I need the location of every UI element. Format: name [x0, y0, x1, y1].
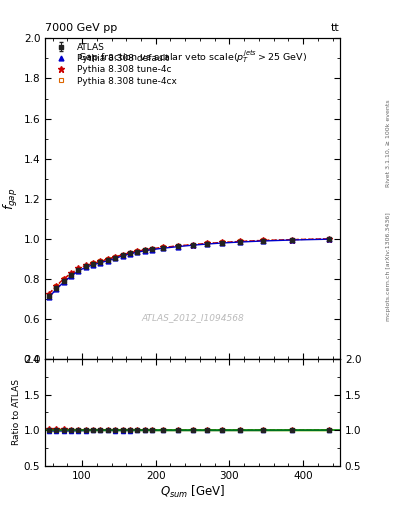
Pythia 8.308 tune-4cx [260, 238, 265, 244]
Pythia 8.308 tune-4cx [176, 243, 180, 249]
Text: 7000 GeV pp: 7000 GeV pp [45, 23, 118, 33]
Line: Pythia 8.308 tune-4cx: Pythia 8.308 tune-4cx [46, 237, 331, 297]
Pythia 8.308 tune-4c [220, 239, 224, 245]
Pythia 8.308 tune-4cx [150, 246, 154, 252]
Pythia 8.308 default [61, 279, 66, 285]
Pythia 8.308 default [128, 251, 132, 257]
Pythia 8.308 default [98, 260, 103, 266]
Pythia 8.308 tune-4cx [76, 266, 81, 272]
Pythia 8.308 tune-4c [327, 236, 331, 242]
Pythia 8.308 tune-4cx [220, 239, 224, 245]
Pythia 8.308 tune-4cx [61, 276, 66, 283]
Pythia 8.308 default [161, 245, 165, 251]
Pythia 8.308 tune-4c [76, 265, 81, 271]
Pythia 8.308 tune-4cx [54, 284, 59, 290]
Text: mcplots.cern.ch [arXiv:1306.3436]: mcplots.cern.ch [arXiv:1306.3436] [386, 212, 391, 321]
Pythia 8.308 tune-4c [176, 243, 180, 249]
Pythia 8.308 tune-4c [142, 247, 147, 253]
Pythia 8.308 tune-4c [290, 237, 294, 243]
Pythia 8.308 tune-4c [61, 276, 66, 282]
Pythia 8.308 tune-4cx [128, 250, 132, 256]
X-axis label: $Q_{sum}$ [GeV]: $Q_{sum}$ [GeV] [160, 483, 225, 500]
Pythia 8.308 tune-4c [128, 249, 132, 255]
Text: ATLAS_2012_I1094568: ATLAS_2012_I1094568 [141, 313, 244, 322]
Pythia 8.308 default [190, 242, 195, 248]
Pythia 8.308 tune-4cx [161, 244, 165, 250]
Pythia 8.308 tune-4cx [205, 240, 210, 246]
Pythia 8.308 tune-4c [238, 238, 243, 244]
Pythia 8.308 tune-4cx [105, 257, 110, 263]
Pythia 8.308 tune-4cx [46, 291, 51, 297]
Pythia 8.308 tune-4c [46, 291, 51, 297]
Pythia 8.308 tune-4cx [113, 254, 118, 260]
Pythia 8.308 default [105, 258, 110, 264]
Pythia 8.308 default [290, 237, 294, 243]
Y-axis label: Ratio to ATLAS: Ratio to ATLAS [12, 379, 21, 445]
Pythia 8.308 default [176, 244, 180, 250]
Pythia 8.308 default [120, 253, 125, 259]
Pythia 8.308 default [69, 273, 73, 280]
Pythia 8.308 tune-4c [91, 260, 95, 266]
Pythia 8.308 tune-4cx [83, 263, 88, 269]
Pythia 8.308 tune-4cx [290, 237, 294, 243]
Pythia 8.308 tune-4cx [120, 252, 125, 258]
Pythia 8.308 tune-4cx [69, 271, 73, 277]
Pythia 8.308 tune-4c [260, 238, 265, 244]
Pythia 8.308 tune-4c [150, 246, 154, 252]
Pythia 8.308 tune-4c [135, 248, 140, 254]
Text: Rivet 3.1.10, ≥ 100k events: Rivet 3.1.10, ≥ 100k events [386, 99, 391, 187]
Pythia 8.308 default [220, 240, 224, 246]
Text: Gap fraction vs scalar veto scale($p_T^{jets}>$25 GeV): Gap fraction vs scalar veto scale($p_T^{… [78, 48, 307, 65]
Pythia 8.308 default [150, 247, 154, 253]
Pythia 8.308 tune-4c [54, 283, 59, 289]
Pythia 8.308 default [46, 294, 51, 301]
Pythia 8.308 default [54, 286, 59, 292]
Pythia 8.308 tune-4cx [135, 248, 140, 254]
Pythia 8.308 tune-4cx [238, 238, 243, 244]
Pythia 8.308 default [113, 255, 118, 262]
Pythia 8.308 tune-4c [205, 240, 210, 246]
Pythia 8.308 tune-4c [120, 251, 125, 258]
Line: Pythia 8.308 tune-4c: Pythia 8.308 tune-4c [46, 236, 332, 297]
Pythia 8.308 tune-4cx [327, 236, 331, 242]
Pythia 8.308 default [91, 262, 95, 268]
Text: tt: tt [331, 23, 340, 33]
Pythia 8.308 tune-4c [113, 254, 118, 260]
Y-axis label: $f_{gap}$: $f_{gap}$ [2, 187, 20, 210]
Pythia 8.308 default [327, 236, 331, 242]
Pythia 8.308 default [205, 241, 210, 247]
Pythia 8.308 tune-4cx [190, 242, 195, 248]
Pythia 8.308 tune-4c [161, 244, 165, 250]
Pythia 8.308 tune-4c [69, 270, 73, 276]
Legend: ATLAS, Pythia 8.308 default, Pythia 8.308 tune-4c, Pythia 8.308 tune-4cx: ATLAS, Pythia 8.308 default, Pythia 8.30… [48, 41, 178, 88]
Pythia 8.308 default [83, 264, 88, 270]
Pythia 8.308 tune-4cx [91, 261, 95, 267]
Line: Pythia 8.308 default: Pythia 8.308 default [46, 237, 331, 300]
Pythia 8.308 default [260, 238, 265, 244]
Pythia 8.308 tune-4cx [142, 247, 147, 253]
Pythia 8.308 tune-4c [190, 242, 195, 248]
Pythia 8.308 default [135, 249, 140, 255]
Pythia 8.308 tune-4c [98, 258, 103, 264]
Pythia 8.308 default [238, 239, 243, 245]
Pythia 8.308 tune-4c [105, 256, 110, 262]
Pythia 8.308 default [142, 248, 147, 254]
Pythia 8.308 tune-4cx [98, 259, 103, 265]
Pythia 8.308 default [76, 268, 81, 274]
Pythia 8.308 tune-4c [83, 262, 88, 268]
